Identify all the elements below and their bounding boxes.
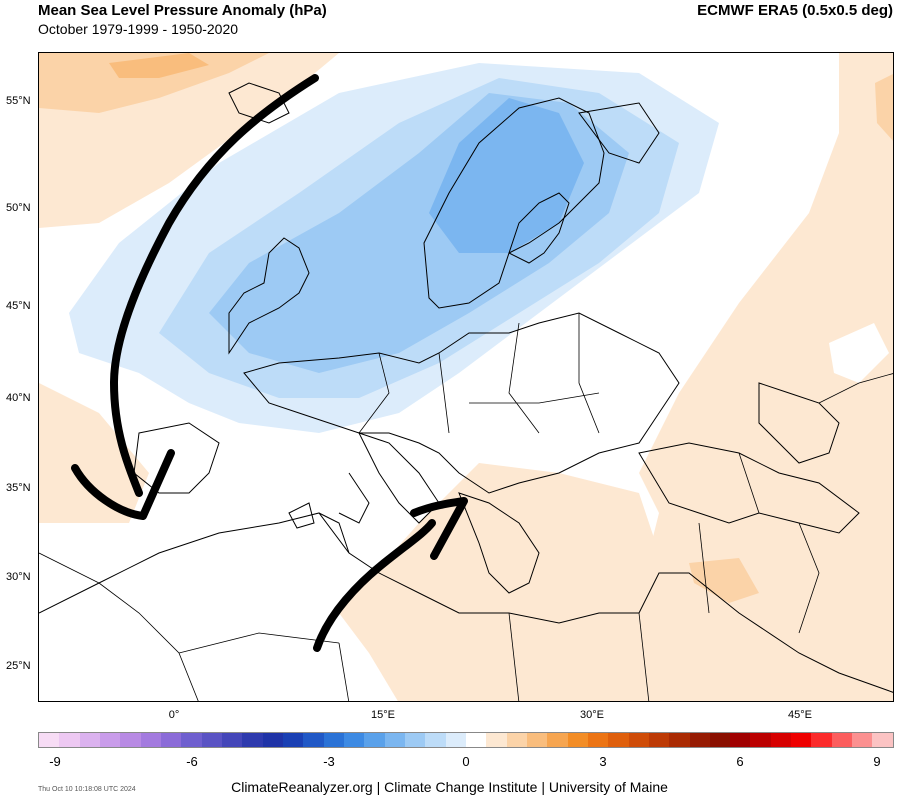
colorbar-tick-0: 0	[462, 754, 470, 769]
anomaly-map[interactable]	[38, 52, 894, 702]
lon-label-0: 0°	[168, 709, 180, 721]
colorbar-tick-3: 3	[599, 754, 607, 769]
lat-label-40: 40°N	[6, 392, 31, 404]
colorbar-segment	[770, 733, 792, 747]
country-borders	[39, 313, 893, 701]
colorbar-tick-minus9: -9	[49, 754, 61, 769]
colorbar-segment	[547, 733, 568, 747]
colorbar-segment	[730, 733, 751, 747]
colorbar-segment	[323, 733, 344, 747]
lat-label-50: 50°N	[6, 202, 31, 214]
chart-subtitle: October 1979-1999 - 1950-2020	[38, 21, 239, 37]
colorbar-segment	[221, 733, 243, 747]
colorbar	[38, 732, 894, 748]
colorbar-segment	[160, 733, 182, 747]
colorbar-segment	[59, 733, 80, 747]
colorbar-tick-minus3: -3	[323, 754, 335, 769]
colorbar-segment	[404, 733, 426, 747]
colorbar-segment	[282, 733, 304, 747]
colorbar-segment	[689, 733, 710, 747]
positive-anomaly-east-patch	[875, 74, 893, 141]
positive-anomaly-east	[599, 53, 893, 701]
lat-label-30: 30°N	[6, 571, 31, 583]
neutral-patch-caspian	[829, 323, 889, 383]
colorbar-segment	[709, 733, 731, 747]
colorbar-segment	[343, 733, 365, 747]
data-source-label: ECMWF ERA5 (0.5x0.5 deg)	[697, 2, 893, 19]
coastlines	[39, 82, 893, 693]
render-timestamp: Thu Oct 10 10:18:08 UTC 2024	[38, 786, 136, 793]
colorbar-segment	[465, 733, 487, 747]
colorbar-segment	[39, 733, 60, 747]
colorbar-segment	[587, 733, 609, 747]
colorbar-segment	[648, 733, 670, 747]
positive-anomaly-northwest-core	[39, 53, 269, 113]
positive-anomaly-mediterranean-north-africa	[339, 463, 659, 701]
lat-label-55: 55°N	[6, 95, 31, 107]
colorbar-segment	[831, 733, 853, 747]
positive-anomaly-northwest-peak	[109, 53, 209, 78]
colorbar-segment	[242, 733, 263, 747]
colorbar-segment	[811, 733, 832, 747]
positive-anomaly-iberia	[39, 383, 149, 523]
negative-anomaly-core	[429, 98, 584, 253]
colorbar-segment	[425, 733, 446, 747]
colorbar-tick-6: 6	[736, 754, 744, 769]
lon-label-45e: 45°E	[788, 709, 812, 721]
lon-label-15e: 15°E	[371, 709, 395, 721]
lat-label-25: 25°N	[6, 660, 31, 672]
lon-label-30e: 30°E	[580, 709, 604, 721]
colorbar-segment	[852, 733, 873, 747]
colorbar-segment	[384, 733, 405, 747]
colorbar-segment	[872, 733, 893, 747]
colorbar-segment	[201, 733, 222, 747]
annotation-arrows	[71, 74, 468, 652]
colorbar-segment	[567, 733, 588, 747]
colorbar-segment	[79, 733, 100, 747]
colorbar-segment	[506, 733, 527, 747]
colorbar-tick-minus6: -6	[186, 754, 198, 769]
colorbar-segment	[750, 733, 771, 747]
colorbar-segment	[669, 733, 690, 747]
map-canvas	[39, 53, 893, 701]
chart-title: Mean Sea Level Pressure Anomaly (hPa)	[38, 2, 327, 19]
lat-label-45: 45°N	[6, 300, 31, 312]
colorbar-segment	[364, 733, 385, 747]
lat-label-35: 35°N	[6, 482, 31, 494]
arrow-atlantic-to-iberia	[71, 74, 319, 520]
colorbar-segment	[445, 733, 466, 747]
colorbar-tick-9: 9	[873, 754, 881, 769]
colorbar-segment	[526, 733, 548, 747]
colorbar-segment	[303, 733, 324, 747]
colorbar-segment	[608, 733, 629, 747]
colorbar-segment	[262, 733, 283, 747]
arrow-africa-to-balkans	[313, 497, 468, 652]
colorbar-segment	[486, 733, 507, 747]
colorbar-segment	[628, 733, 649, 747]
colorbar-segment	[181, 733, 202, 747]
footer-credit[interactable]: ClimateReanalyzer.org | Climate Change I…	[231, 779, 668, 795]
colorbar-segment	[99, 733, 121, 747]
colorbar-segment	[140, 733, 161, 747]
colorbar-segment	[120, 733, 141, 747]
positive-anomaly-middle-east-core	[689, 558, 759, 603]
colorbar-segment	[791, 733, 812, 747]
